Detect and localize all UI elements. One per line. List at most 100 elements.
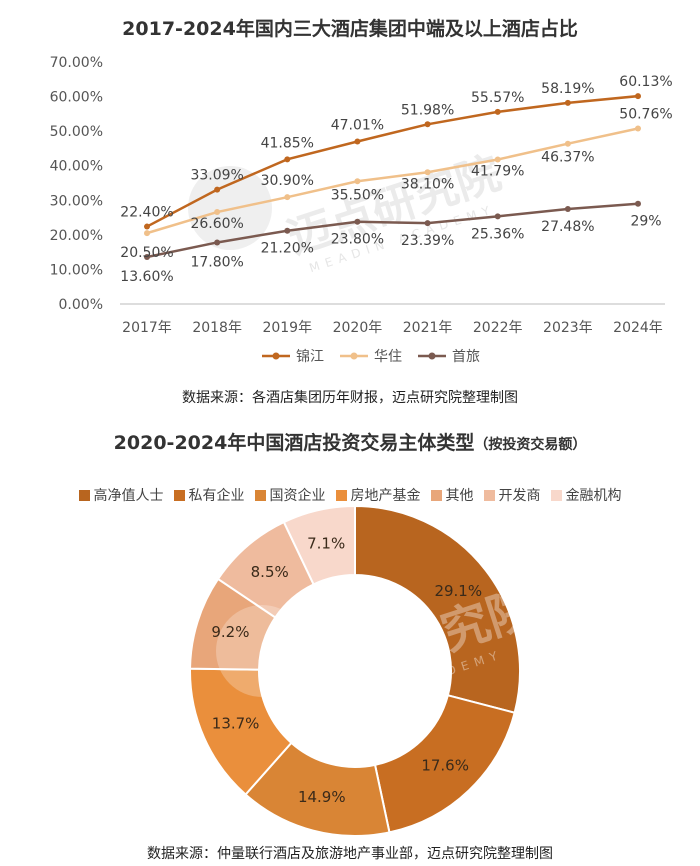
- data-label: 58.19%: [541, 81, 594, 97]
- x-tick-label: 2018年: [192, 320, 242, 336]
- data-label: 30.90%: [261, 173, 314, 189]
- legend-swatch: [430, 489, 442, 501]
- chart1-source-note: 数据来源：各酒店集团历年财报，迈点研究院整理制图: [182, 390, 518, 406]
- legend-label: 其他: [445, 488, 474, 504]
- data-point: [564, 140, 571, 147]
- donut-labels: 29.1% 17.6% 14.9% 13.7% 9.2% 8.5% 7.1%: [211, 535, 482, 806]
- legend-swatch: [550, 489, 562, 501]
- data-point: [564, 99, 571, 106]
- x-tick-label: 2017年: [122, 320, 172, 336]
- data-label: 55.57%: [471, 90, 524, 106]
- legend-label-2: 首旅: [452, 349, 480, 365]
- data-point: [144, 230, 150, 237]
- slice-label-4: 9.2%: [211, 623, 249, 641]
- data-point: [424, 169, 431, 176]
- data-point: [214, 239, 221, 246]
- data-point: [214, 209, 221, 216]
- legend-swatch: [335, 489, 347, 501]
- legend-item-0: 高净值人士: [78, 485, 164, 505]
- legend-label: 高净值人士: [93, 488, 164, 504]
- data-label: 17.80%: [190, 254, 243, 270]
- donut-slice-6: [282, 505, 356, 586]
- data-label: 13.60%: [120, 269, 173, 285]
- slice-label-3: 13.7%: [212, 715, 260, 733]
- data-point: [354, 218, 361, 225]
- legend-label: 国资企业: [269, 488, 326, 504]
- data-label: 33.09%: [190, 168, 243, 184]
- data-label: 27.48%: [541, 219, 594, 235]
- y-tick-label: 0.00%: [59, 297, 103, 313]
- donut-legend: 高净值人士 私有企业 国资企业 房地产基金 其他 开发商 金融机构: [0, 485, 700, 505]
- x-tick-label: 2023年: [543, 320, 593, 336]
- data-point: [424, 220, 431, 227]
- legend-swatch: [254, 489, 266, 501]
- watermark-circle: [188, 166, 272, 250]
- data-point: [144, 253, 150, 260]
- series-line-0: [146, 94, 639, 228]
- data-label: 22.40%: [120, 205, 173, 221]
- chart2-source-note: 数据来源：仲量联行酒店及旅游地产事业部，迈点研究院整理制图: [147, 846, 553, 862]
- donut-title-main: 2020-2024年中国酒店投资交易主体类型: [113, 432, 475, 454]
- legend-item-5: 开发商: [483, 485, 541, 505]
- legend-item-6: 金融机构: [550, 485, 622, 505]
- x-tick-label: 2020年: [333, 320, 383, 336]
- donut-slices: [189, 505, 521, 837]
- data-label: 25.36%: [471, 226, 524, 242]
- data-label: 23.80%: [331, 232, 384, 248]
- data-label: 41.79%: [471, 164, 524, 180]
- legend-label: 金融机构: [565, 488, 622, 504]
- series-line-2: [146, 202, 639, 259]
- y-axis: 0.00% 10.00% 20.00% 30.00% 40.00% 50.00% 60.00…: [50, 55, 103, 313]
- legend-label-0: 锦江: [296, 348, 324, 365]
- series-line-1: [146, 127, 639, 235]
- data-point: [494, 156, 501, 163]
- legend-swatch: [173, 489, 185, 501]
- x-tick-label: 2024年: [613, 320, 663, 336]
- data-point: [635, 125, 641, 132]
- data-point: [635, 93, 641, 100]
- data-label: 51.98%: [401, 102, 454, 118]
- x-tick-label: 2021年: [403, 320, 453, 336]
- data-point: [214, 186, 221, 193]
- y-tick-label: 60.00%: [50, 90, 103, 106]
- series-group: [144, 93, 641, 260]
- legend-item-3: 房地产基金: [335, 485, 421, 505]
- donut-slice-0: [354, 505, 521, 714]
- data-labels: 22.40% 33.09% 41.85% 47.01% 51.98% 55.57% 58.1…: [120, 74, 672, 285]
- data-label: 60.13%: [619, 74, 672, 90]
- y-tick-label: 20.00%: [50, 228, 103, 244]
- slice-label-5: 8.5%: [251, 563, 289, 581]
- legend-marker-1: [350, 352, 358, 360]
- donut-chart-title: 2020-2024年中国酒店投资交易主体类型（按投资交易额）: [0, 428, 700, 455]
- data-label: 29%: [630, 214, 661, 230]
- data-label: 23.39%: [401, 233, 454, 249]
- data-point: [284, 194, 291, 201]
- data-label: 47.01%: [331, 117, 384, 133]
- legend: 锦江 华住 首旅: [262, 348, 480, 365]
- y-tick-label: 10.00%: [50, 262, 103, 278]
- data-point: [564, 205, 571, 212]
- data-point: [284, 227, 291, 234]
- y-tick-label: 30.00%: [50, 193, 103, 209]
- y-tick-label: 70.00%: [50, 55, 103, 71]
- watermark-circle: [216, 605, 308, 697]
- slice-label-2: 14.9%: [298, 788, 346, 806]
- data-label: 20.50%: [120, 245, 173, 261]
- data-point: [284, 156, 291, 163]
- data-label: 50.76%: [619, 107, 672, 123]
- x-tick-label: 2019年: [262, 320, 312, 336]
- data-label: 35.50%: [331, 187, 384, 203]
- data-point: [635, 200, 641, 207]
- legend-item-2: 国资企业: [254, 485, 326, 505]
- legend-item-1: 私有企业: [173, 485, 245, 505]
- legend-label: 开发商: [498, 488, 541, 504]
- slice-label-1: 17.6%: [421, 756, 469, 774]
- legend-label-1: 华住: [374, 349, 402, 365]
- data-label: 26.60%: [190, 216, 243, 232]
- data-point: [424, 121, 431, 128]
- legend-marker-0: [272, 352, 280, 360]
- data-point: [494, 108, 501, 115]
- data-label: 41.85%: [261, 135, 314, 151]
